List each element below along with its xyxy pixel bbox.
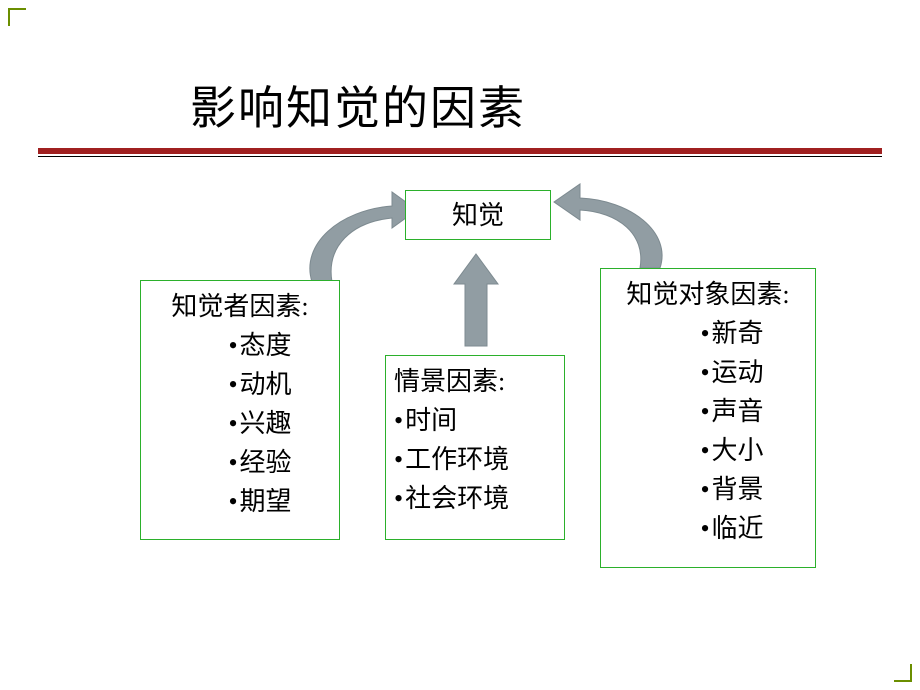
box-target: 知觉对象因素: 新奇 运动 声音 大小 背景 临近: [600, 268, 816, 568]
list-item: 动机: [228, 365, 291, 404]
list-item: 期望: [228, 482, 291, 521]
box-perceiver: 知觉者因素: 态度 动机 兴趣 经验 期望: [140, 280, 340, 540]
list-item: 临近: [700, 509, 763, 548]
corner-marker-bottom-right: [894, 664, 912, 682]
slide-title: 影响知觉的因素: [190, 72, 526, 138]
list-item: 社会环境: [394, 479, 509, 518]
list-item: 背景: [700, 470, 763, 509]
list-item: 兴趣: [228, 404, 291, 443]
list-item: 态度: [228, 326, 291, 365]
box-target-title: 知觉对象因素:: [601, 275, 815, 314]
center-box-perception: 知觉: [405, 190, 551, 240]
corner-marker-top-left: [8, 8, 26, 26]
list-item: 运动: [700, 353, 763, 392]
list-item: 经验: [228, 443, 291, 482]
list-item: 大小: [700, 431, 763, 470]
list-item: 声音: [700, 392, 763, 431]
box-situation: 情景因素: 时间 工作环境 社会环境: [385, 355, 565, 540]
box-perceiver-title: 知觉者因素:: [141, 287, 339, 326]
list-item: 时间: [394, 401, 509, 440]
box-situation-title: 情景因素:: [394, 362, 556, 401]
list-item: 工作环境: [394, 440, 509, 479]
box-situation-list: 时间 工作环境 社会环境: [394, 401, 509, 518]
title-divider-thick: [38, 148, 882, 154]
list-item: 新奇: [700, 314, 763, 353]
box-target-list: 新奇 运动 声音 大小 背景 临近: [652, 314, 763, 548]
center-box-label: 知觉: [452, 196, 504, 235]
title-divider-thin: [38, 156, 882, 157]
box-perceiver-list: 态度 动机 兴趣 经验 期望: [188, 326, 291, 521]
